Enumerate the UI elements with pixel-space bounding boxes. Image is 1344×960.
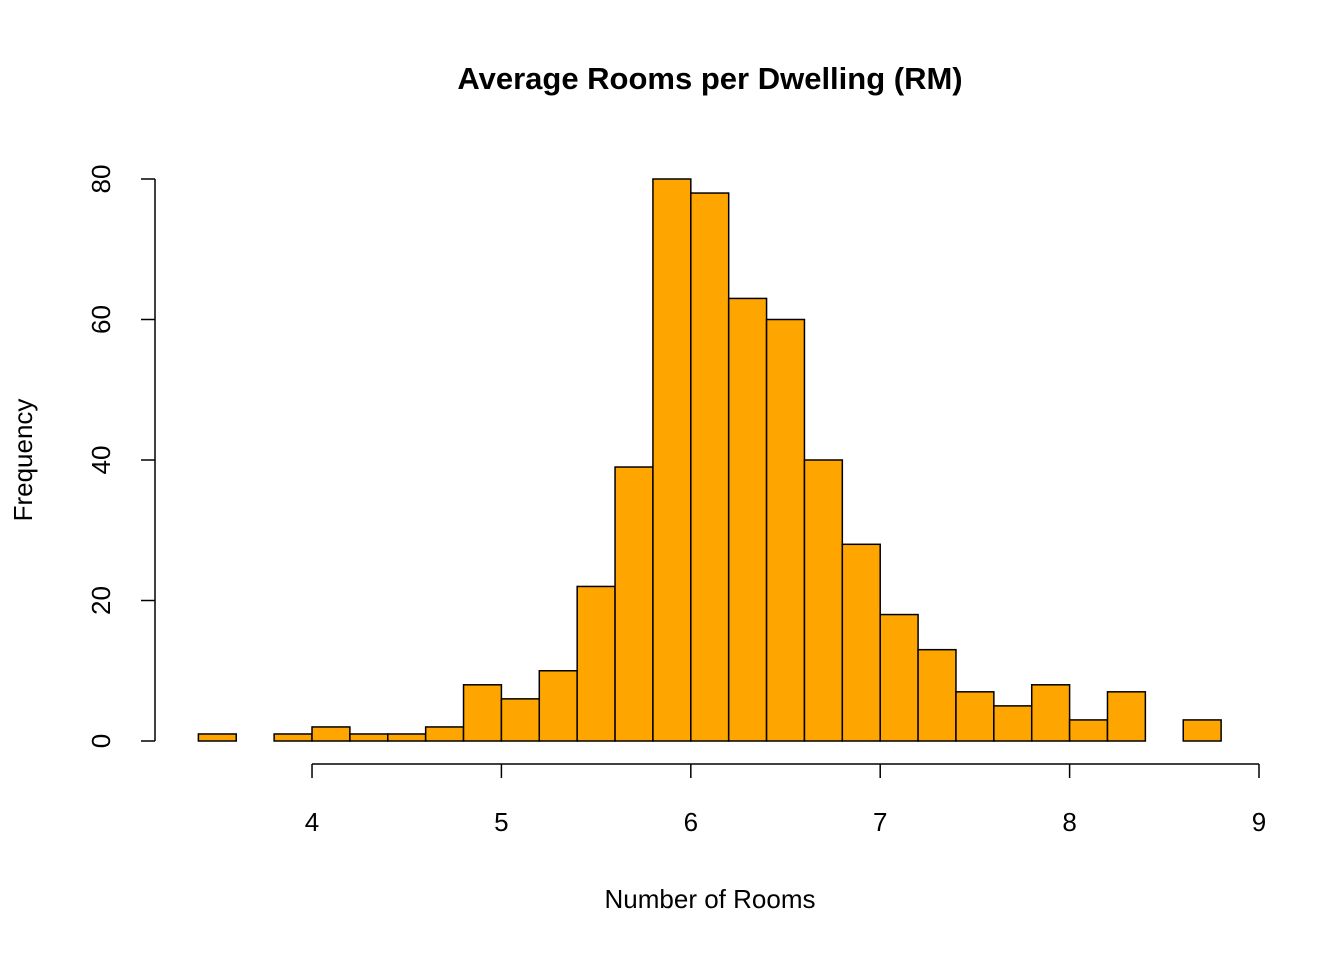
x-tick-label: 4 [305, 807, 319, 837]
y-tick-label: 40 [86, 446, 116, 475]
bar [1106, 691, 1147, 742]
bar [1030, 684, 1071, 742]
y-tick-label: 80 [86, 165, 116, 194]
x-axis-label: Number of Rooms [605, 884, 816, 914]
bar [955, 691, 995, 742]
y-axis-label: Frequency [8, 399, 38, 522]
chart-title: Average Rooms per Dwelling (RM) [457, 61, 962, 96]
bar [311, 726, 351, 742]
y-tick-label: 0 [86, 734, 116, 748]
x-tick-label: 9 [1252, 807, 1266, 837]
bar [1182, 719, 1222, 742]
bar [614, 466, 654, 742]
bar [993, 705, 1033, 742]
bar [841, 543, 881, 742]
bar [803, 459, 844, 742]
bar [576, 585, 616, 742]
bar [765, 318, 806, 742]
bar [917, 648, 957, 742]
bar [349, 733, 389, 742]
bar [424, 726, 465, 742]
x-tick-label: 8 [1062, 807, 1076, 837]
bar [197, 733, 238, 742]
bar [727, 297, 768, 742]
bar [387, 733, 427, 742]
y-tick-label: 20 [86, 586, 116, 615]
y-tick-label: 60 [86, 305, 116, 334]
bar [500, 698, 541, 742]
x-tick-label: 5 [494, 807, 508, 837]
bar [538, 670, 578, 742]
bar [273, 733, 313, 742]
bar [652, 178, 692, 742]
bar [879, 613, 919, 742]
x-tick-label: 7 [873, 807, 887, 837]
x-tick-label: 6 [684, 807, 698, 837]
bar [690, 192, 730, 742]
bar [1068, 719, 1109, 742]
bar [462, 684, 503, 742]
